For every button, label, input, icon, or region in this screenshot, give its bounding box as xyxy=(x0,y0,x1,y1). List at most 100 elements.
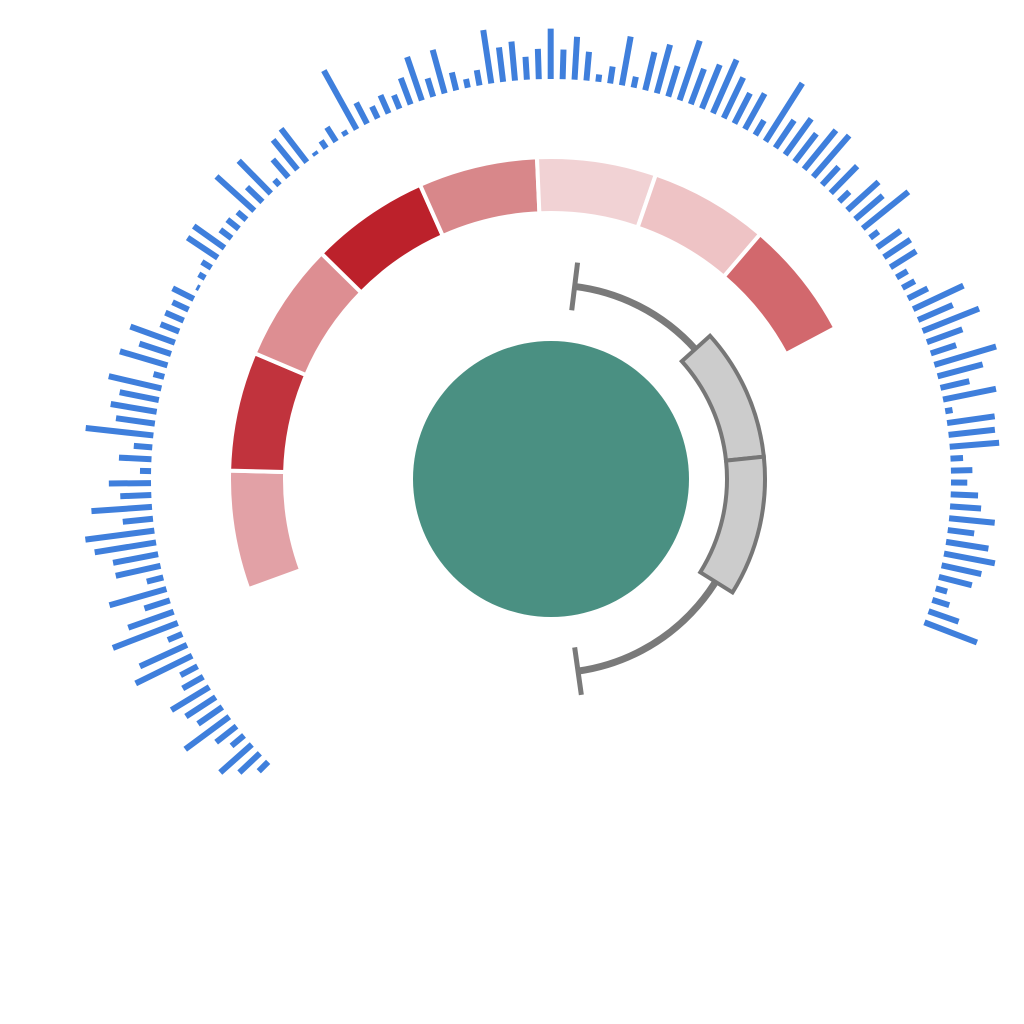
outer-bar xyxy=(127,608,175,631)
outer-bar xyxy=(237,751,262,775)
outer-bar xyxy=(94,539,157,556)
outer-bar xyxy=(752,118,767,137)
outer-bar xyxy=(463,78,471,89)
center-disc xyxy=(413,341,689,617)
outer-bar xyxy=(948,515,996,526)
outer-bar xyxy=(949,439,1000,450)
outer-bar xyxy=(931,596,951,609)
outer-bar xyxy=(159,321,181,335)
outer-bar xyxy=(218,227,234,241)
outer-bar xyxy=(115,562,162,579)
outer-bar xyxy=(169,684,211,713)
outer-bar xyxy=(119,348,169,369)
outer-bar xyxy=(270,157,291,180)
outer-bar xyxy=(772,118,797,150)
outer-bar xyxy=(112,551,159,566)
heat-ring xyxy=(227,155,839,592)
outer-bar xyxy=(138,642,189,670)
outer-bar xyxy=(197,271,207,281)
outer-bar xyxy=(318,139,329,150)
inner-track-end-tick xyxy=(569,262,581,311)
outer-bar xyxy=(429,49,448,95)
outer-bar xyxy=(911,282,965,312)
outer-bar xyxy=(819,164,841,187)
outer-bar xyxy=(91,503,153,515)
outer-bar xyxy=(278,126,310,165)
outer-bar xyxy=(837,189,852,204)
outer-bar xyxy=(853,193,885,222)
outer-bar xyxy=(129,323,176,346)
outer-bar xyxy=(925,326,964,346)
outer-bar xyxy=(742,92,768,131)
outer-bar xyxy=(933,343,997,368)
outer-bar xyxy=(642,51,658,91)
outer-bar xyxy=(324,125,339,144)
outer-bar xyxy=(196,704,225,727)
outer-bar xyxy=(699,63,723,110)
outer-bar xyxy=(946,413,996,427)
outer-bar xyxy=(943,550,996,567)
outer-bar xyxy=(944,407,954,415)
outer-bar xyxy=(731,91,753,125)
outer-bar xyxy=(762,81,805,143)
outer-bar xyxy=(183,714,232,752)
inner-block xyxy=(678,332,767,463)
outer-bar xyxy=(133,442,153,451)
outer-bar xyxy=(945,538,989,552)
outer-bar xyxy=(782,116,814,157)
outer-bar xyxy=(236,158,273,196)
outer-bar xyxy=(171,299,190,313)
outer-bar xyxy=(84,527,155,543)
outer-bar xyxy=(653,43,673,95)
outer-bar xyxy=(214,174,257,213)
outer-bar xyxy=(630,76,639,89)
outer-bar xyxy=(185,235,220,261)
outer-bar xyxy=(721,76,746,120)
outer-bar xyxy=(938,573,973,589)
outer-bar xyxy=(607,66,616,84)
outer-bar xyxy=(940,562,982,578)
outer-bar xyxy=(947,527,975,537)
outer-bar xyxy=(218,742,254,775)
outer-bar xyxy=(191,223,227,251)
outer-bar xyxy=(120,491,152,500)
outer-bar xyxy=(927,608,960,625)
outer-bar xyxy=(404,56,425,102)
outer-bar xyxy=(225,217,241,232)
outer-bar xyxy=(164,309,185,324)
outer-bar xyxy=(929,342,958,357)
outer-bar xyxy=(900,278,917,291)
outer-bar xyxy=(111,620,179,651)
outer-bar xyxy=(256,759,271,774)
outer-bar xyxy=(85,425,154,439)
outer-bar xyxy=(888,248,918,270)
outer-bar xyxy=(895,268,909,281)
outer-bar xyxy=(801,128,839,172)
outer-bar xyxy=(110,401,158,415)
outer-bar xyxy=(270,137,300,172)
outer-bar xyxy=(353,101,370,126)
outer-bar xyxy=(906,285,930,302)
outer-bar xyxy=(311,150,319,157)
outer-bar xyxy=(119,389,160,404)
outer-bar xyxy=(508,41,518,81)
outer-bar xyxy=(179,663,199,678)
outer-bar xyxy=(391,93,403,110)
outer-bar xyxy=(710,58,740,115)
outer-bar xyxy=(134,652,194,687)
outer-bar xyxy=(583,51,592,81)
outer-bar xyxy=(792,131,819,164)
outer-bar xyxy=(687,67,707,106)
outer-bar xyxy=(122,515,154,525)
outer-bar xyxy=(923,619,979,646)
outer-bar xyxy=(118,454,152,463)
outer-bar xyxy=(875,228,903,250)
outer-bar xyxy=(559,49,567,80)
outer-bar xyxy=(522,56,530,80)
outer-bar xyxy=(921,305,981,334)
outer-bar xyxy=(939,378,970,391)
outer-bar xyxy=(214,723,239,745)
outer-bar xyxy=(152,371,166,380)
outer-bar xyxy=(166,631,184,643)
